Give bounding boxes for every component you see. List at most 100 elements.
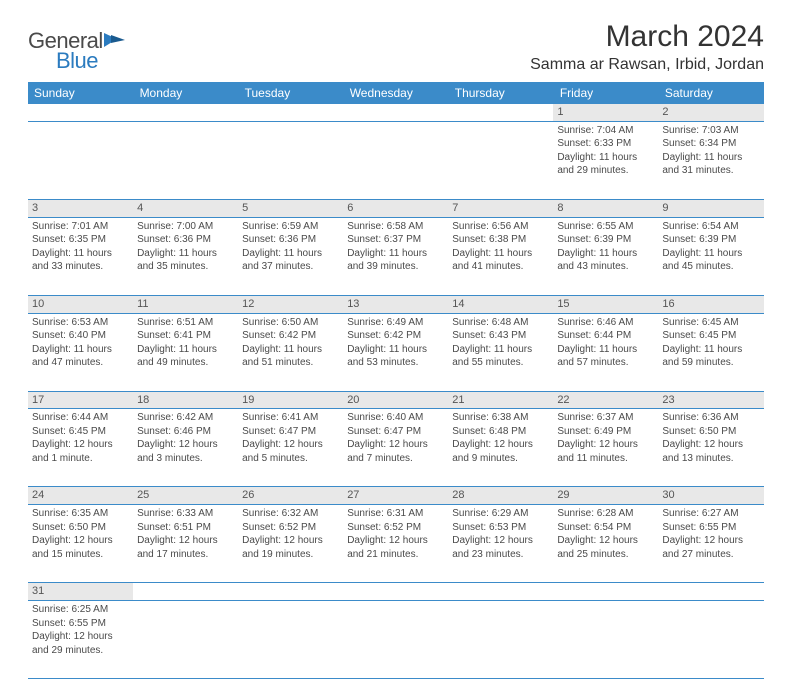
day-number-row: 3456789	[28, 199, 764, 217]
sunset-line: Sunset: 6:48 PM	[452, 425, 549, 439]
day-detail-cell: Sunrise: 6:38 AMSunset: 6:48 PMDaylight:…	[448, 409, 553, 487]
sunset-line: Sunset: 6:43 PM	[452, 329, 549, 343]
sunset-line: Sunset: 6:33 PM	[557, 137, 654, 151]
location: Samma ar Rawsan, Irbid, Jordan	[530, 56, 764, 74]
sunrise-line: Sunrise: 6:49 AM	[347, 316, 444, 330]
day-detail-cell: Sunrise: 6:27 AMSunset: 6:55 PMDaylight:…	[658, 505, 763, 583]
day-number-cell	[343, 104, 448, 121]
day-number-cell: 14	[448, 295, 553, 313]
day-detail-cell: Sunrise: 6:51 AMSunset: 6:41 PMDaylight:…	[133, 313, 238, 391]
day-number-cell: 25	[133, 487, 238, 505]
sunrise-line: Sunrise: 6:56 AM	[452, 220, 549, 234]
daylight-line: Daylight: 12 hours and 7 minutes.	[347, 438, 444, 465]
daylight-line: Daylight: 12 hours and 11 minutes.	[557, 438, 654, 465]
sunset-line: Sunset: 6:50 PM	[32, 521, 129, 535]
day-detail-row: Sunrise: 6:44 AMSunset: 6:45 PMDaylight:…	[28, 409, 764, 487]
sunrise-line: Sunrise: 6:45 AM	[662, 316, 759, 330]
day-number-cell: 5	[238, 199, 343, 217]
sunrise-line: Sunrise: 6:37 AM	[557, 411, 654, 425]
day-detail-cell: Sunrise: 7:01 AMSunset: 6:35 PMDaylight:…	[28, 217, 133, 295]
sunrise-line: Sunrise: 6:54 AM	[662, 220, 759, 234]
sunrise-line: Sunrise: 6:42 AM	[137, 411, 234, 425]
day-number-cell: 27	[343, 487, 448, 505]
daylight-line: Daylight: 12 hours and 3 minutes.	[137, 438, 234, 465]
day-detail-cell: Sunrise: 6:58 AMSunset: 6:37 PMDaylight:…	[343, 217, 448, 295]
day-detail-cell: Sunrise: 6:33 AMSunset: 6:51 PMDaylight:…	[133, 505, 238, 583]
day-header: Tuesday	[238, 82, 343, 104]
day-detail-cell: Sunrise: 6:46 AMSunset: 6:44 PMDaylight:…	[553, 313, 658, 391]
day-detail-cell: Sunrise: 6:55 AMSunset: 6:39 PMDaylight:…	[553, 217, 658, 295]
sunset-line: Sunset: 6:40 PM	[32, 329, 129, 343]
sunset-line: Sunset: 6:44 PM	[557, 329, 654, 343]
day-detail-cell	[448, 601, 553, 679]
day-number-cell: 22	[553, 391, 658, 409]
sunset-line: Sunset: 6:47 PM	[347, 425, 444, 439]
day-number-cell: 26	[238, 487, 343, 505]
day-detail-cell: Sunrise: 6:44 AMSunset: 6:45 PMDaylight:…	[28, 409, 133, 487]
sunrise-line: Sunrise: 6:29 AM	[452, 507, 549, 521]
flag-icon	[103, 31, 129, 49]
sunrise-line: Sunrise: 6:50 AM	[242, 316, 339, 330]
daylight-line: Daylight: 12 hours and 1 minute.	[32, 438, 129, 465]
sunset-line: Sunset: 6:51 PM	[137, 521, 234, 535]
day-number-cell	[343, 583, 448, 601]
day-number-cell	[658, 583, 763, 601]
day-number-cell: 6	[343, 199, 448, 217]
sunset-line: Sunset: 6:52 PM	[242, 521, 339, 535]
day-detail-cell	[28, 121, 133, 199]
day-header: Sunday	[28, 82, 133, 104]
day-detail-row: Sunrise: 7:04 AMSunset: 6:33 PMDaylight:…	[28, 121, 764, 199]
sunrise-line: Sunrise: 6:32 AM	[242, 507, 339, 521]
daylight-line: Daylight: 12 hours and 21 minutes.	[347, 534, 444, 561]
day-number-cell: 8	[553, 199, 658, 217]
day-number-cell: 10	[28, 295, 133, 313]
daylight-line: Daylight: 12 hours and 29 minutes.	[32, 630, 129, 657]
sunset-line: Sunset: 6:41 PM	[137, 329, 234, 343]
day-number-cell: 23	[658, 391, 763, 409]
day-detail-cell	[238, 121, 343, 199]
day-detail-row: Sunrise: 6:35 AMSunset: 6:50 PMDaylight:…	[28, 505, 764, 583]
sunset-line: Sunset: 6:45 PM	[32, 425, 129, 439]
day-number-cell	[28, 104, 133, 121]
day-detail-cell: Sunrise: 7:04 AMSunset: 6:33 PMDaylight:…	[553, 121, 658, 199]
day-detail-cell	[133, 121, 238, 199]
day-number-cell: 15	[553, 295, 658, 313]
day-detail-cell: Sunrise: 6:48 AMSunset: 6:43 PMDaylight:…	[448, 313, 553, 391]
sunset-line: Sunset: 6:53 PM	[452, 521, 549, 535]
sunrise-line: Sunrise: 7:01 AM	[32, 220, 129, 234]
calendar-table: SundayMondayTuesdayWednesdayThursdayFrid…	[28, 82, 764, 679]
sunset-line: Sunset: 6:47 PM	[242, 425, 339, 439]
sunrise-line: Sunrise: 7:03 AM	[662, 124, 759, 138]
day-number-cell: 11	[133, 295, 238, 313]
sunrise-line: Sunrise: 6:27 AM	[662, 507, 759, 521]
day-number-cell: 3	[28, 199, 133, 217]
day-number-cell	[448, 583, 553, 601]
sunrise-line: Sunrise: 6:33 AM	[137, 507, 234, 521]
day-number-cell	[133, 583, 238, 601]
daylight-line: Daylight: 11 hours and 53 minutes.	[347, 343, 444, 370]
sunset-line: Sunset: 6:45 PM	[662, 329, 759, 343]
daylight-line: Daylight: 11 hours and 49 minutes.	[137, 343, 234, 370]
daylight-line: Daylight: 11 hours and 37 minutes.	[242, 247, 339, 274]
daylight-line: Daylight: 12 hours and 23 minutes.	[452, 534, 549, 561]
day-number-cell: 1	[553, 104, 658, 121]
day-number-cell: 9	[658, 199, 763, 217]
sunset-line: Sunset: 6:36 PM	[242, 233, 339, 247]
day-number-row: 24252627282930	[28, 487, 764, 505]
day-detail-cell: Sunrise: 6:35 AMSunset: 6:50 PMDaylight:…	[28, 505, 133, 583]
day-number-cell: 12	[238, 295, 343, 313]
daylight-line: Daylight: 11 hours and 55 minutes.	[452, 343, 549, 370]
day-number-cell: 13	[343, 295, 448, 313]
logo-text-blue: Blue	[56, 48, 98, 73]
sunset-line: Sunset: 6:54 PM	[557, 521, 654, 535]
day-detail-cell: Sunrise: 6:31 AMSunset: 6:52 PMDaylight:…	[343, 505, 448, 583]
daylight-line: Daylight: 11 hours and 51 minutes.	[242, 343, 339, 370]
daylight-line: Daylight: 11 hours and 35 minutes.	[137, 247, 234, 274]
sunrise-line: Sunrise: 6:55 AM	[557, 220, 654, 234]
sunrise-line: Sunrise: 6:53 AM	[32, 316, 129, 330]
day-detail-cell: Sunrise: 6:45 AMSunset: 6:45 PMDaylight:…	[658, 313, 763, 391]
day-number-cell: 29	[553, 487, 658, 505]
sunrise-line: Sunrise: 6:59 AM	[242, 220, 339, 234]
day-detail-row: Sunrise: 6:25 AMSunset: 6:55 PMDaylight:…	[28, 601, 764, 679]
sunrise-line: Sunrise: 6:58 AM	[347, 220, 444, 234]
